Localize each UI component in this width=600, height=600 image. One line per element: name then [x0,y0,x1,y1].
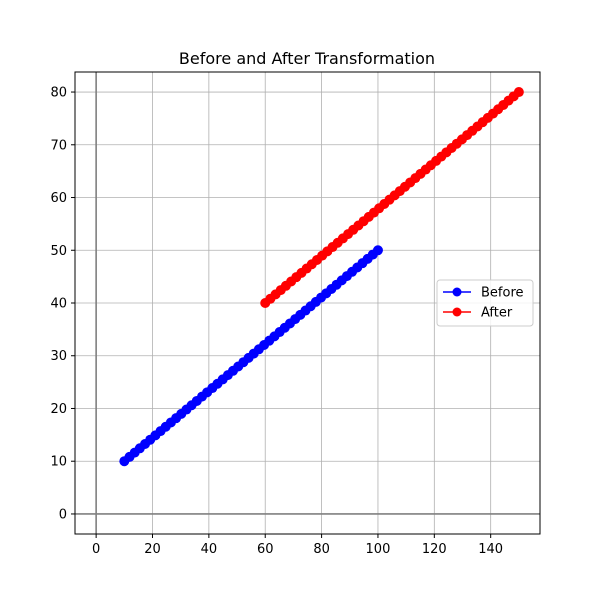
reference-lines [75,72,540,534]
legend-marker [452,307,462,317]
y-tick-label: 0 [59,507,67,522]
x-tick-label: 80 [313,542,330,557]
data-point [513,87,524,98]
legend-label: Before [481,286,524,301]
axes: 0 20 40 60 80 100 120 140 0 10 20 30 40 50 60 70 80 [50,71,541,557]
y-tick-label: 80 [50,86,67,101]
x-tick-label: 40 [201,542,218,557]
y-tick-label: 50 [50,244,67,259]
legend-label: After [481,306,513,321]
x-tick-label: 20 [144,542,161,557]
series-after [260,87,524,308]
y-tick-label: 70 [50,138,67,153]
y-tick-label: 10 [50,455,67,470]
series-before [119,245,383,467]
y-tick-label: 60 [50,191,67,206]
series-layer [119,87,524,467]
x-tick-label: 0 [92,542,100,557]
x-tick-label: 120 [422,542,447,557]
x-tick-label: 100 [366,542,391,557]
y-tick-label: 40 [50,297,67,312]
legend-marker [452,287,462,297]
legend: Before After [436,279,534,327]
y-tick-label: 20 [50,402,67,417]
x-tick-label: 140 [478,542,503,557]
y-tick-label: 30 [50,349,67,364]
data-point [372,245,383,256]
chart-title: Before and After Transformation [179,49,435,68]
x-tick-label: 60 [257,542,274,557]
